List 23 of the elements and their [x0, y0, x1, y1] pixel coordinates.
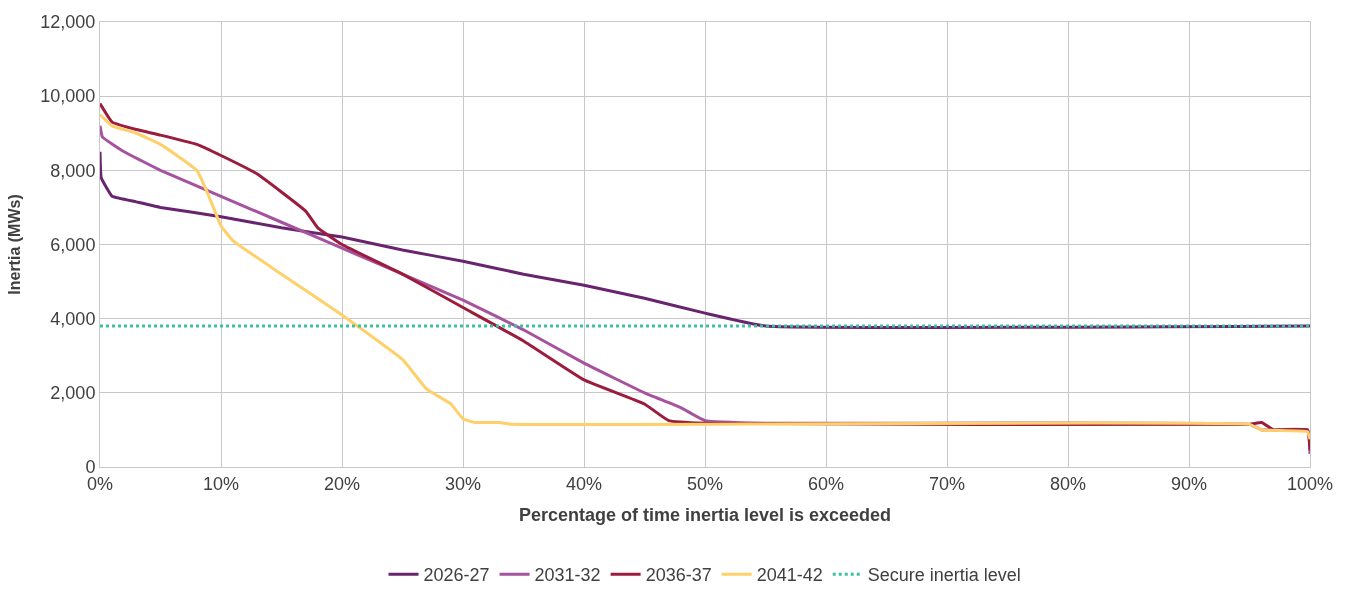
- y-tick-label: 4,000: [50, 308, 96, 329]
- y-tick-label: 2,000: [50, 383, 96, 404]
- y-tick-label: 12,000: [40, 12, 96, 33]
- legend-label: Secure inertia level: [867, 565, 1021, 586]
- x-axis-title: Percentage of time inertia level is exceeded: [518, 504, 892, 525]
- x-tick-label: 60%: [807, 473, 845, 494]
- x-tick-label: 70%: [928, 473, 966, 494]
- x-tick-label: 80%: [1049, 473, 1087, 494]
- y-tick-label: 8,000: [50, 160, 96, 181]
- legend-label: 2036-37: [645, 565, 712, 586]
- x-tick-label: 30%: [444, 473, 482, 494]
- y-tick-label: 10,000: [40, 86, 96, 107]
- y-tick-label: 6,000: [50, 234, 96, 255]
- x-tick-label: 90%: [1170, 473, 1208, 494]
- y-axis-title: Inertia (MWs): [6, 194, 24, 295]
- legend-label: 2041-42: [756, 565, 823, 586]
- x-tick-label: 50%: [686, 473, 724, 494]
- x-tick-label: 100%: [1286, 473, 1334, 494]
- x-tick-label: 40%: [565, 473, 603, 494]
- legend-label: 2031-32: [534, 565, 601, 586]
- x-tick-label: 20%: [323, 473, 361, 494]
- legend-label: 2026-27: [423, 565, 490, 586]
- x-tick-label: 10%: [202, 473, 240, 494]
